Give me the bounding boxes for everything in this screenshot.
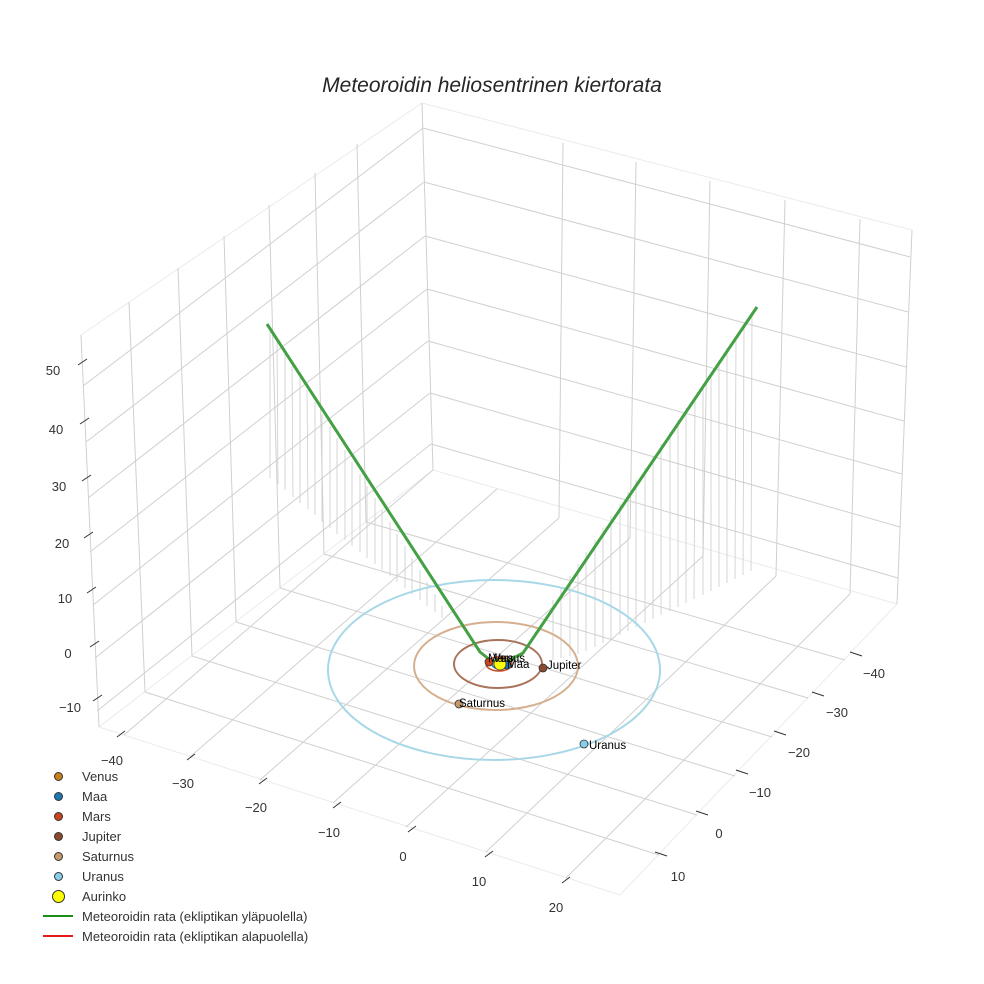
- y-tick-label: −40: [863, 666, 885, 681]
- axis-ticks: [77, 358, 863, 884]
- aurinko-marker: [493, 657, 507, 671]
- z-tick-label: 30: [52, 479, 66, 494]
- y-tick-label: 0: [715, 826, 722, 841]
- planet-labels: Mars Venus Maa Jupiter Saturnus Uranus: [459, 653, 626, 752]
- legend-label: Venus: [82, 768, 119, 784]
- saturnus-label: Saturnus: [459, 698, 505, 710]
- floor-grid: [98, 469, 898, 896]
- legend-item-mars: Mars: [40, 806, 308, 826]
- planet-orbits: [327, 579, 661, 761]
- legend-item-trajectory-below: Meteoroidin rata (ekliptikan alapuolella…: [40, 926, 308, 946]
- saturnus-orbit: [413, 621, 579, 711]
- x-axis-tick-labels: −40 −30 −20 −10 0 10 20: [101, 753, 563, 915]
- mars-marker: [484, 657, 494, 667]
- venus-dot-icon: [53, 771, 63, 781]
- x-tick-label: −10: [318, 825, 340, 840]
- legend-item-aurinko: Aurinko: [40, 886, 308, 906]
- y-axis-tick-labels: −40 −30 −20 −10 0 10: [671, 666, 885, 884]
- uranus-label: Uranus: [589, 740, 626, 752]
- uranus-marker: [579, 739, 589, 749]
- venus-label: Venus: [493, 653, 525, 665]
- legend-item-venus: Venus: [40, 766, 308, 786]
- planets: [454, 657, 589, 749]
- uranus-orbit: [327, 579, 661, 761]
- mars-label: Mars: [488, 653, 514, 665]
- legend-item-trajectory-above: Meteoroidin rata (ekliptikan yläpuolella…: [40, 906, 308, 926]
- legend-item-jupiter: Jupiter: [40, 826, 308, 846]
- z-tick-label: 20: [55, 536, 69, 551]
- y-tick-label: 10: [671, 869, 685, 884]
- legend: Venus Maa Mars Jupiter Saturnus Uranus A…: [40, 766, 308, 946]
- x-tick-label: −30: [172, 776, 194, 791]
- legend-item-uranus: Uranus: [40, 866, 308, 886]
- saturnus-marker: [454, 699, 464, 709]
- jupiter-label: Jupiter: [547, 660, 582, 672]
- legend-label: Meteoroidin rata (ekliptikan yläpuolella…: [82, 908, 308, 924]
- trajectory-drop-lines: [269, 312, 753, 660]
- maa-dot-icon: [53, 791, 63, 801]
- x-tick-label: 0: [399, 849, 406, 864]
- x-tick-label: 20: [549, 900, 563, 915]
- legend-label: Aurinko: [82, 888, 127, 904]
- legend-label: Jupiter: [82, 828, 122, 844]
- legend-label: Uranus: [82, 868, 124, 884]
- jupiter-marker: [538, 663, 548, 673]
- y-tick-label: −30: [826, 705, 848, 720]
- z-tick-label: 10: [58, 591, 72, 606]
- legend-label: Meteoroidin rata (ekliptikan alapuolella…: [82, 928, 309, 944]
- chart-title: Meteoroidin heliosentrinen kiertorata: [322, 74, 662, 97]
- z-tick-label: −10: [59, 700, 81, 715]
- x-tick-label: −20: [245, 800, 267, 815]
- x-tick-label: 10: [472, 874, 486, 889]
- back-left-wall-grid: [80, 102, 434, 728]
- z-axis-tick-labels: 50 40 30 20 10 0 −10: [46, 363, 81, 715]
- jupiter-dot-icon: [53, 831, 63, 841]
- mars-dot-icon: [53, 811, 63, 821]
- back-right-wall-grid: [421, 102, 913, 605]
- y-tick-label: −20: [788, 745, 810, 760]
- legend-label: Maa: [82, 788, 108, 804]
- z-tick-label: 40: [49, 422, 63, 437]
- legend-label: Mars: [82, 808, 111, 824]
- maa-label: Maa: [507, 659, 530, 671]
- uranus-dot-icon: [53, 871, 63, 881]
- x-tick-label: −40: [101, 753, 123, 768]
- saturnus-dot-icon: [53, 851, 63, 861]
- legend-label: Saturnus: [82, 848, 135, 864]
- y-tick-label: −10: [749, 785, 771, 800]
- aurinko-dot-icon: [51, 889, 65, 903]
- z-tick-label: 0: [64, 646, 71, 661]
- green-line-icon: [43, 915, 73, 917]
- z-tick-label: 50: [46, 363, 60, 378]
- red-line-icon: [43, 935, 73, 937]
- legend-item-maa: Maa: [40, 786, 308, 806]
- legend-item-saturnus: Saturnus: [40, 846, 308, 866]
